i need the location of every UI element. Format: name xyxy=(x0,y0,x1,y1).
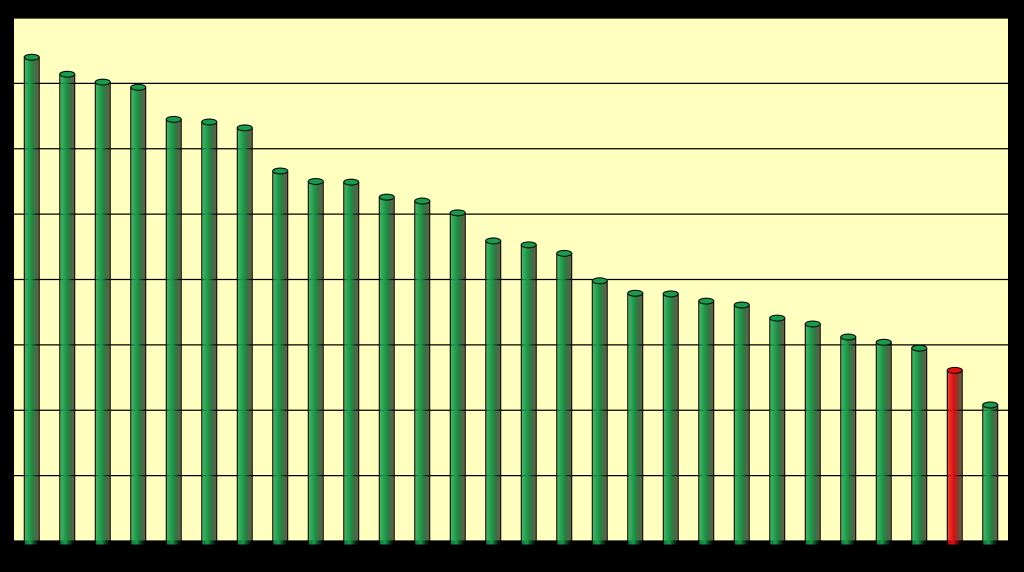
bar-cap xyxy=(769,314,786,322)
bar xyxy=(23,56,40,546)
bar-cap xyxy=(662,290,679,298)
bar-cap xyxy=(698,297,715,305)
bar xyxy=(165,118,182,546)
bar xyxy=(556,252,573,546)
bar-cap xyxy=(982,401,999,409)
bar xyxy=(627,292,644,546)
bar xyxy=(982,404,999,546)
bar-cap xyxy=(94,78,111,86)
bar-cap xyxy=(485,237,502,245)
bar xyxy=(946,369,963,546)
bar xyxy=(485,240,502,546)
bar xyxy=(662,293,679,546)
bar xyxy=(875,341,892,546)
bar xyxy=(94,81,111,546)
bar-cap xyxy=(201,118,218,126)
bar xyxy=(698,300,715,546)
bar xyxy=(591,280,608,546)
bar-cap xyxy=(627,289,644,297)
bar-cap xyxy=(804,320,821,328)
bar xyxy=(449,212,466,546)
bar xyxy=(59,73,76,546)
bar-cap xyxy=(23,53,40,61)
bar-cap xyxy=(59,70,76,78)
bar xyxy=(414,200,431,546)
bar xyxy=(804,323,821,546)
bar-cap xyxy=(130,83,147,91)
bar xyxy=(236,127,253,546)
bar-cap xyxy=(378,193,395,201)
bar xyxy=(378,196,395,546)
bar-cap xyxy=(236,124,253,132)
bar-cap xyxy=(343,178,360,186)
bar xyxy=(130,86,147,546)
bar-cap xyxy=(307,177,324,185)
bar xyxy=(840,336,857,546)
bar-cap xyxy=(520,241,537,249)
bar-cap xyxy=(840,333,857,341)
floor xyxy=(14,541,1008,548)
bar-cap xyxy=(591,277,608,285)
bar-cap xyxy=(556,249,573,257)
bar xyxy=(520,244,537,546)
bar xyxy=(769,317,786,546)
bar xyxy=(272,170,289,546)
bar xyxy=(201,121,218,546)
bar xyxy=(343,181,360,546)
bar-cap xyxy=(165,115,182,123)
bar xyxy=(307,180,324,546)
bar-cap xyxy=(911,344,928,352)
bar xyxy=(733,304,750,546)
bar-cap xyxy=(449,209,466,217)
bar-cap xyxy=(875,338,892,346)
bar xyxy=(911,347,928,546)
bar-cap xyxy=(733,301,750,309)
bar-cap xyxy=(272,167,289,175)
bar-cap xyxy=(414,197,431,205)
bar-cap xyxy=(946,366,963,374)
